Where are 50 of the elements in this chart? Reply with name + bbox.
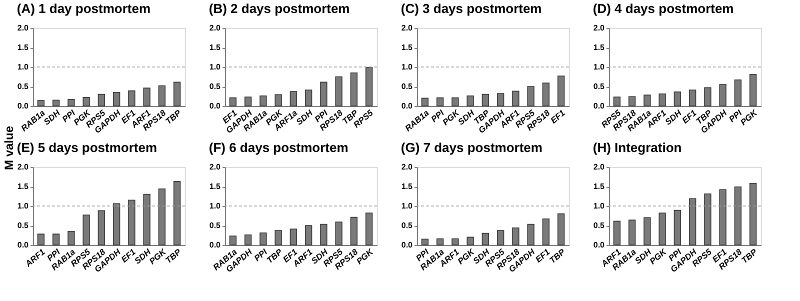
y-tick-label: 0.5 xyxy=(401,82,414,91)
y-tick-label: 2.0 xyxy=(17,24,30,32)
y-tick-label: 0.5 xyxy=(17,221,30,230)
y-tick-label: 0.0 xyxy=(401,240,414,250)
y-tick-label: 1.0 xyxy=(17,62,30,72)
y-tick-label: 1.0 xyxy=(401,202,414,210)
y-tick-label: 1.5 xyxy=(209,43,222,52)
chart-title: (D) 4 days postmortem xyxy=(592,1,734,16)
y-tick-label: 1.5 xyxy=(209,182,222,191)
y-tick-label: 0.0 xyxy=(17,240,30,250)
y-tick-label: 2.0 xyxy=(401,24,414,32)
y-tick-label: 2.0 xyxy=(401,162,414,172)
y-tick-label: 2.0 xyxy=(209,162,222,172)
y-tick-label: 0.0 xyxy=(209,240,222,250)
y-tick-label: 2.0 xyxy=(593,24,606,32)
y-tick-label: 0.5 xyxy=(593,221,606,230)
y-tick-label: 2.0 xyxy=(209,24,222,32)
y-tick-label: 1.0 xyxy=(209,62,222,72)
y-tick-label: 0.5 xyxy=(209,82,222,91)
y-tick-label: 1.5 xyxy=(593,43,606,52)
chart-title: (F) 6 days postmortem xyxy=(208,140,348,155)
chart-title: (E) 5 days postmortem xyxy=(16,140,158,155)
y-tick-label: 2.0 xyxy=(593,162,606,172)
y-tick-label: 1.0 xyxy=(401,62,414,72)
y-tick-label: 1.0 xyxy=(593,202,606,210)
chart-title: (G) 7 days postmortem xyxy=(400,140,542,155)
y-tick-label: 1.5 xyxy=(17,43,30,52)
y-tick-label: 0.0 xyxy=(209,102,222,110)
chart-title: (A) 1 day postmortem xyxy=(16,1,151,16)
y-tick-label: 0.5 xyxy=(17,82,30,91)
y-tick-label: 0.0 xyxy=(401,102,414,110)
y-tick-label: 1.0 xyxy=(17,202,30,210)
y-tick-label: 0.5 xyxy=(209,221,222,230)
y-tick-label: 1.5 xyxy=(17,182,30,191)
chart-title: (B) 2 days postmortem xyxy=(208,1,350,16)
y-tick-label: 0.5 xyxy=(401,221,414,230)
chart-title: (H) Integration xyxy=(592,140,682,155)
y-tick-label: 0.0 xyxy=(593,240,606,250)
chart-title: (C) 3 days postmortem xyxy=(400,1,542,16)
y-tick-label: 1.5 xyxy=(401,43,414,52)
y-tick-label: 1.0 xyxy=(593,62,606,72)
y-tick-label: 2.0 xyxy=(17,162,30,172)
y-tick-label: 1.5 xyxy=(401,182,414,191)
y-tick-label: 1.0 xyxy=(209,202,222,210)
y-axis-title: M value xyxy=(2,126,16,170)
y-tick-label: 0.5 xyxy=(593,82,606,91)
y-tick-label: 1.5 xyxy=(593,182,606,191)
x-tick-label: EF1 xyxy=(548,108,568,126)
y-tick-label: 0.0 xyxy=(593,102,606,110)
y-tick-label: 0.0 xyxy=(17,102,30,110)
